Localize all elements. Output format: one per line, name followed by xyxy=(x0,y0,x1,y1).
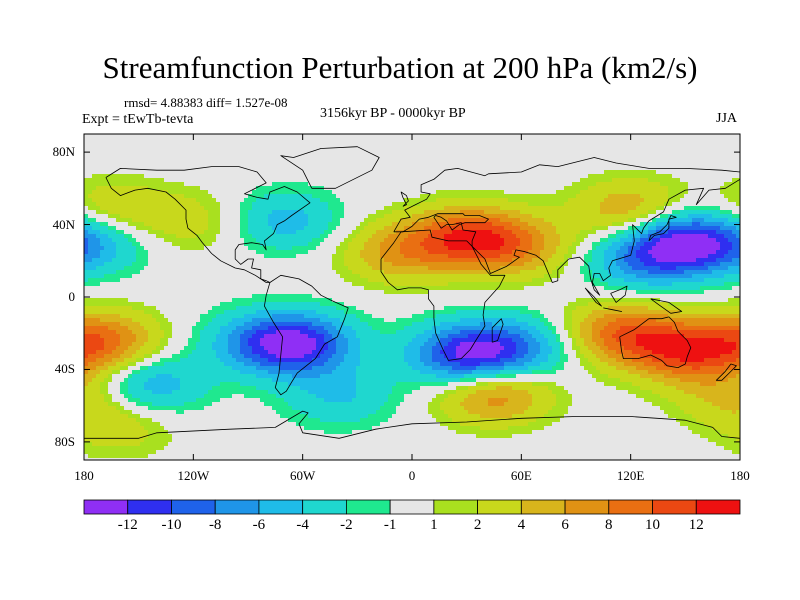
colorbar-label: 10 xyxy=(645,517,661,533)
experiment-label: Expt = tEwTb-tevta xyxy=(82,112,194,127)
colorbar-swatch xyxy=(171,499,216,515)
lon-tick-label: 0 xyxy=(408,468,416,483)
stats-text: rmsd= 4.88383 diff= 1.527e-08 xyxy=(124,95,288,110)
coastline-segment xyxy=(84,410,740,439)
coastlines xyxy=(84,146,740,439)
colorbar xyxy=(83,499,741,515)
colorbar-swatch xyxy=(127,499,172,515)
colorbar-swatch xyxy=(389,499,435,515)
lat-tick-label: 80N xyxy=(52,144,75,160)
colorbar-label: 8 xyxy=(605,517,613,533)
coastline-segment xyxy=(650,298,683,314)
lat-tick-label: 80S xyxy=(54,433,75,449)
colorbar-label: -4 xyxy=(296,517,309,533)
colorbar-label: -1 xyxy=(383,517,397,533)
figure-title: Streamfunction Perturbation at 200 hPa (… xyxy=(102,50,698,85)
colorbar-label: 1 xyxy=(430,517,438,533)
coastline-segment xyxy=(280,146,380,189)
colorbar-label: -2 xyxy=(340,517,353,533)
colorbar-label: 2 xyxy=(473,517,482,533)
colorbar-label: 6 xyxy=(561,517,569,533)
colorbar-swatch xyxy=(477,499,522,515)
colorbar-swatch xyxy=(83,499,129,515)
lon-tick-label: 60E xyxy=(510,468,532,483)
coastline-segment xyxy=(619,316,692,369)
coastline-segment xyxy=(603,307,622,312)
colorbar-swatch xyxy=(695,499,741,515)
axis-ticks xyxy=(83,134,741,460)
lon-tick-label: 120E xyxy=(616,468,645,483)
coastline-segment xyxy=(715,363,737,381)
coastline-segment xyxy=(610,285,628,303)
coastline-segment xyxy=(105,166,311,283)
season-label: JJA xyxy=(716,111,738,126)
coastline-segment xyxy=(491,318,504,343)
colorbar-label: 12 xyxy=(688,517,704,533)
colorbar-label: -10 xyxy=(161,517,182,533)
colorbar-swatch xyxy=(564,499,610,515)
coastline-segment xyxy=(393,157,740,296)
colorbar-swatch xyxy=(608,499,653,515)
colorbar-swatch xyxy=(302,499,347,515)
lat-tick-label: 40N xyxy=(52,216,75,232)
lat-tick-label: 0 xyxy=(68,289,76,304)
colorbar-swatch xyxy=(520,499,566,515)
lat-tick-label: 40S xyxy=(54,361,75,377)
lon-tick-label: 120W xyxy=(177,468,210,483)
colorbar-label: -6 xyxy=(252,517,266,533)
colorbar-swatch xyxy=(258,499,304,515)
colorbar-swatch xyxy=(214,499,260,515)
coastline-segment xyxy=(380,229,506,361)
streamfunction-field xyxy=(84,134,740,460)
period-label: 3156kyr BP - 0000kyr BP xyxy=(320,106,466,121)
colorbar-label: -8 xyxy=(208,517,222,533)
coastline-segment xyxy=(648,215,677,242)
colorbar-label: -12 xyxy=(117,517,138,533)
colorbar-swatch xyxy=(652,499,697,515)
colorbar-swatch xyxy=(345,499,391,515)
lon-tick-label: 180 xyxy=(730,468,750,483)
lon-tick-label: 180 xyxy=(74,468,94,483)
colorbar-label: 4 xyxy=(517,517,526,533)
lon-tick-label: 60W xyxy=(290,468,316,483)
coastline-segment xyxy=(584,287,602,307)
coastline-segment xyxy=(263,274,349,396)
colorbar-swatch xyxy=(433,499,479,515)
coastline-segment xyxy=(400,191,409,207)
